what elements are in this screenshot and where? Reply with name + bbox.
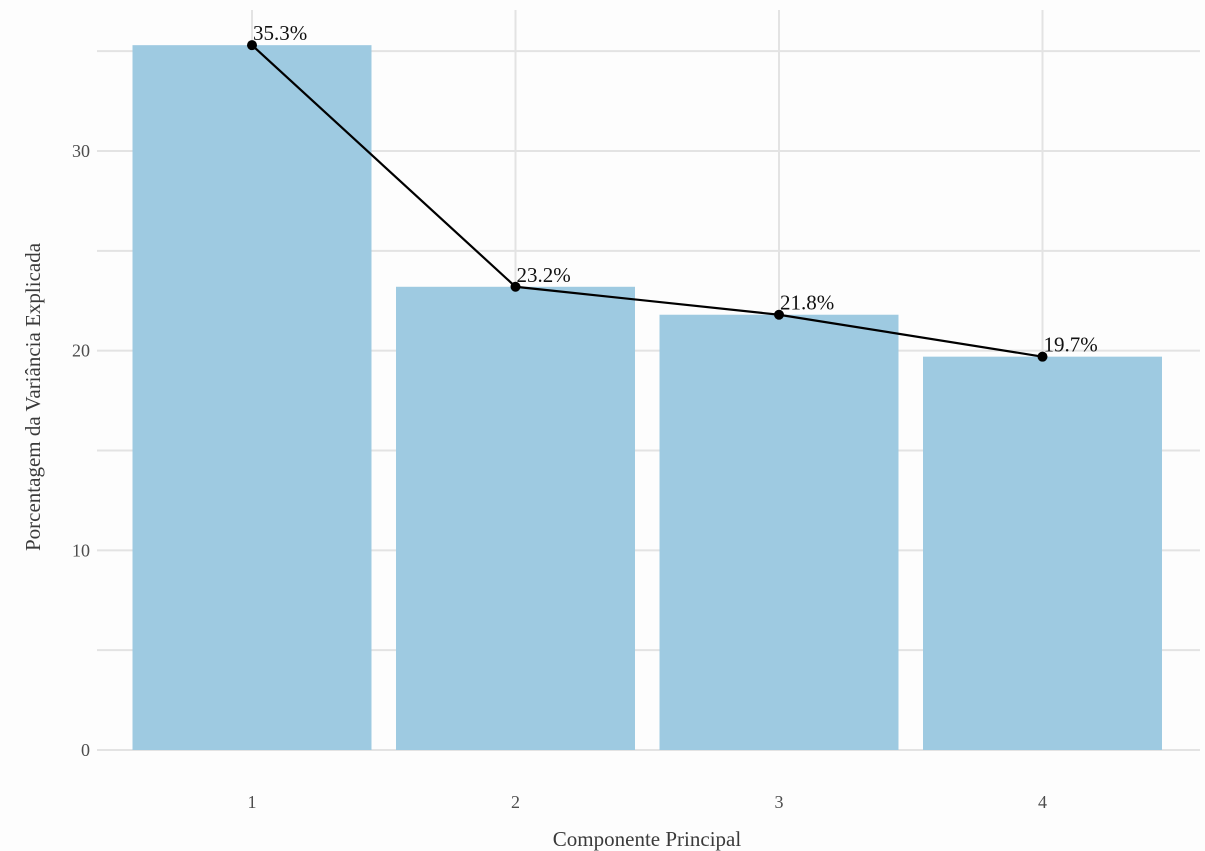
data-point [510, 281, 521, 292]
label-layer: 35.3% 23.2% 21.8% 19.7% [253, 21, 1098, 356]
y-tick-label: 10 [72, 540, 90, 560]
data-point [1037, 351, 1048, 362]
x-tick-label: 4 [1038, 792, 1047, 812]
bar [396, 286, 635, 750]
data-point [247, 40, 257, 51]
data-label: 21.8% [780, 291, 834, 315]
y-tick-label: 20 [72, 341, 90, 361]
bar [132, 45, 372, 751]
data-point [774, 309, 784, 320]
line-layer [251, 44, 1043, 358]
y-tick-label: 0 [81, 740, 90, 760]
x-tick-label: 2 [511, 792, 520, 812]
bar [923, 356, 1162, 750]
series-line [251, 44, 1043, 358]
bar [659, 314, 899, 750]
x-tick-label: 3 [775, 792, 784, 812]
data-label: 19.7% [1044, 333, 1098, 357]
y-axis-title: Porcentagem da Variância Explicada [21, 242, 45, 551]
x-tick-label: 1 [248, 792, 257, 812]
x-axis-title: Componente Principal [553, 827, 742, 851]
data-label: 35.3% [253, 21, 307, 45]
y-tick-label: 30 [72, 141, 90, 161]
bar-layer [132, 45, 1162, 751]
tick-layer: 0 10 20 30 1 2 3 4 [72, 141, 1047, 812]
point-layer [247, 40, 1048, 362]
data-label: 23.2% [517, 263, 571, 287]
